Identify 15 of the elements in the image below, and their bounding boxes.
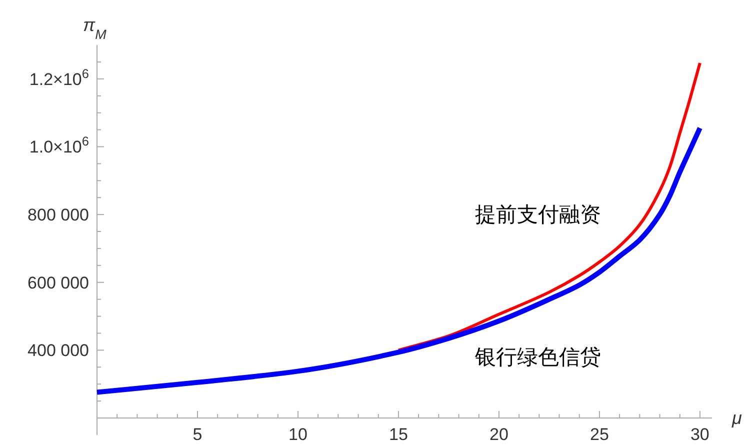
x-tick-label: 20 — [490, 425, 508, 444]
y-tick-label: 800 000 — [28, 206, 89, 225]
series-label: 提前支付融资 — [474, 202, 601, 226]
x-tick-label: 25 — [590, 425, 609, 444]
y-tick-label: 400 000 — [28, 341, 89, 360]
x-tick-label: 30 — [690, 425, 710, 444]
y-tick-label: 1.0×10$^{6}$ — [29, 133, 89, 157]
y-axis-title: π$_{M}$ — [83, 15, 108, 42]
series-label: 银行绿色信贷 — [474, 345, 601, 370]
x-tick-label: 15 — [389, 425, 408, 444]
x-axis-title: μ — [731, 408, 742, 428]
x-tick-label: 5 — [192, 425, 202, 444]
x-tick-label: 10 — [288, 425, 308, 444]
y-tick-label: 1.2×10$^{6}$ — [29, 65, 89, 89]
y-tick-label: 600 000 — [28, 273, 89, 292]
